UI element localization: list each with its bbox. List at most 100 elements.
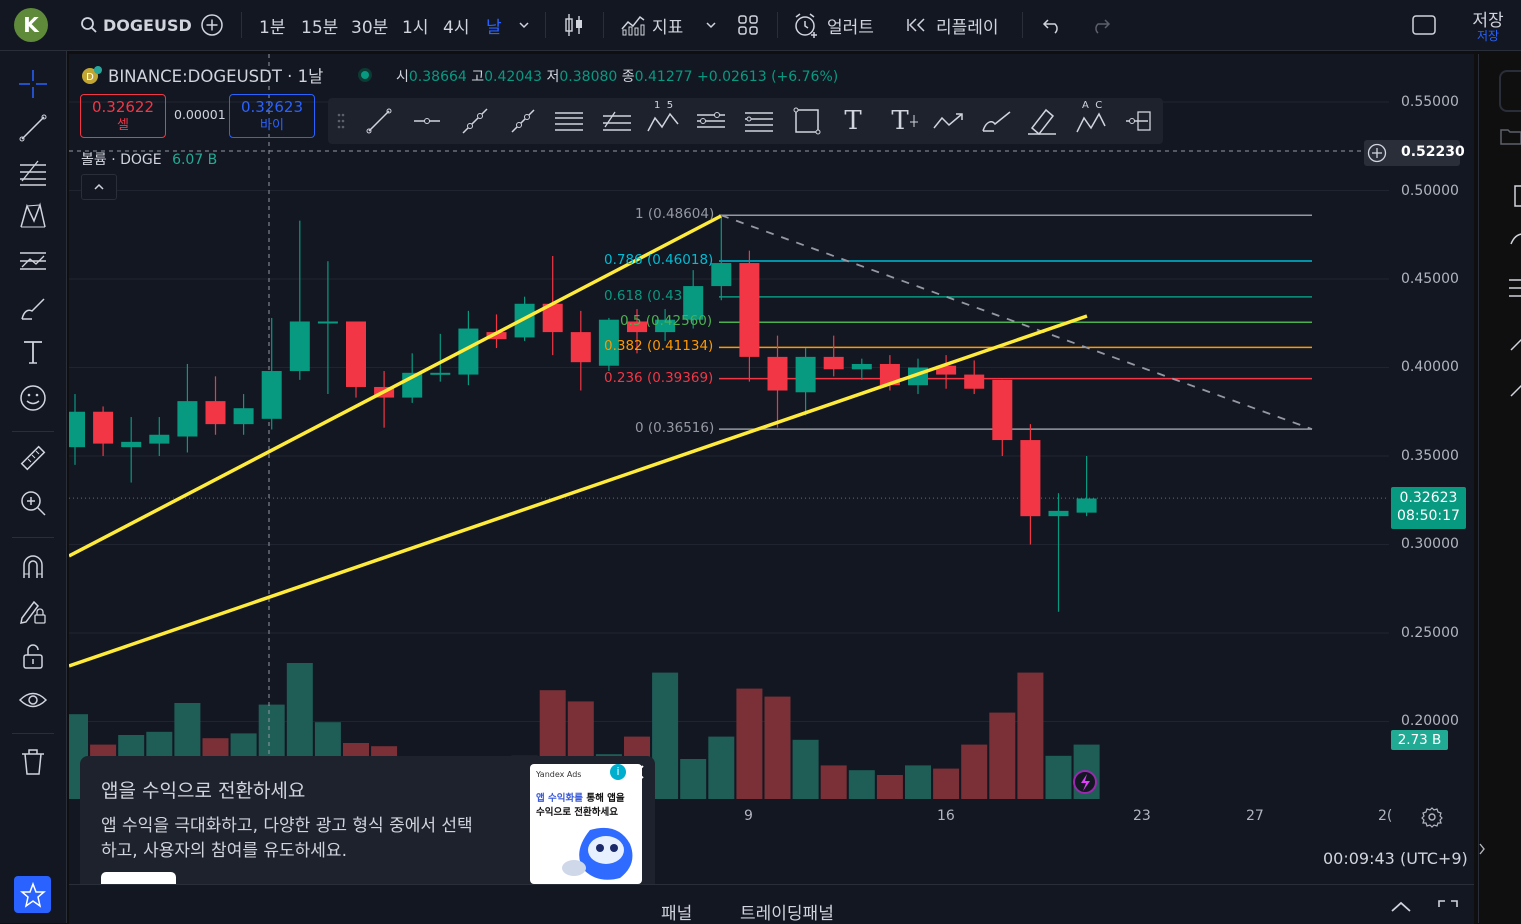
- maximize-panel-button[interactable]: [1437, 899, 1459, 921]
- lock-drawings[interactable]: [16, 639, 50, 673]
- interval-1h[interactable]: 1시: [402, 17, 429, 38]
- candle-body[interactable]: [205, 401, 226, 425]
- indicators-button[interactable]: 지표: [620, 0, 683, 50]
- chart-canvas[interactable]: [69, 54, 1474, 884]
- layouts-button[interactable]: [737, 0, 759, 50]
- ad-close-button[interactable]: [627, 762, 647, 782]
- text-tool[interactable]: [16, 335, 50, 369]
- candle-body[interactable]: [879, 363, 900, 386]
- candle-body[interactable]: [542, 303, 563, 333]
- tool-edge-icon[interactable]: [1513, 184, 1521, 208]
- candle-body[interactable]: [458, 328, 479, 375]
- parallel-channel-tool[interactable]: [552, 104, 586, 138]
- fib-tool[interactable]: [16, 155, 50, 189]
- interval-day-active[interactable]: 날: [486, 17, 502, 38]
- hide-drawings[interactable]: [16, 683, 50, 717]
- tab-panel[interactable]: 패널: [661, 904, 693, 924]
- watchlist-button[interactable]: [1499, 70, 1521, 112]
- candle-body[interactable]: [149, 434, 170, 444]
- candle-body[interactable]: [851, 363, 872, 370]
- candle-body[interactable]: [1048, 510, 1069, 517]
- candle-body[interactable]: [823, 356, 844, 370]
- rectangle-tool[interactable]: [790, 104, 824, 138]
- tool-edge-icon[interactable]: [1509, 232, 1521, 246]
- candle-body[interactable]: [93, 411, 114, 444]
- sell-button[interactable]: 0.32622 셀: [80, 94, 166, 138]
- candle-body[interactable]: [570, 332, 591, 363]
- tool-edge-icon[interactable]: [1509, 382, 1521, 398]
- candle-body[interactable]: [486, 332, 507, 340]
- text-tool[interactable]: T: [836, 104, 870, 138]
- highlighter-tool[interactable]: [1026, 104, 1060, 138]
- candle-body[interactable]: [346, 321, 366, 387]
- indicators-dropdown[interactable]: [704, 0, 718, 50]
- candle-body[interactable]: [289, 321, 310, 372]
- pitchfork-tool[interactable]: 1 5: [646, 100, 680, 138]
- undo-button[interactable]: [1042, 0, 1064, 50]
- candle-body[interactable]: [261, 371, 282, 419]
- plus-circle-icon[interactable]: [1367, 143, 1387, 163]
- chevron-right-icon[interactable]: [1477, 834, 1487, 864]
- ad-info-icon[interactable]: i: [610, 764, 626, 780]
- chart-pane[interactable]: [69, 54, 1474, 884]
- tool-edge-icon[interactable]: [1509, 336, 1521, 352]
- candle-body[interactable]: [739, 263, 760, 357]
- crosshair-tool[interactable]: [16, 67, 50, 101]
- interval-dropdown[interactable]: [517, 0, 531, 50]
- candle-body[interactable]: [121, 441, 142, 448]
- extended-line-tool[interactable]: [458, 104, 492, 138]
- interval-4h[interactable]: 4시: [443, 17, 470, 38]
- ad-thumbnail[interactable]: Yandex Ads 앱 수익화를 통해 앱을 수익으로 전환하세요: [530, 764, 642, 884]
- fib-time-tool[interactable]: [742, 104, 776, 138]
- pattern-tool[interactable]: [16, 199, 50, 233]
- forecast-tool[interactable]: [16, 245, 50, 279]
- trend-line-tool[interactable]: [362, 104, 396, 138]
- chart-type-button[interactable]: [562, 0, 586, 50]
- candle-body[interactable]: [711, 263, 732, 287]
- redo-button[interactable]: [1089, 0, 1111, 50]
- timezone-clock[interactable]: 00:09:43 (UTC+9): [1323, 849, 1468, 868]
- buy-button[interactable]: 0.32623 바이: [229, 94, 315, 138]
- candle-body[interactable]: [317, 321, 338, 324]
- measure-tool[interactable]: [16, 441, 50, 475]
- volume-legend[interactable]: 볼륨 · DOGE 6.07 B: [81, 149, 217, 169]
- candle-body[interactable]: [233, 408, 254, 425]
- fib-channel-tool[interactable]: [694, 104, 728, 138]
- candle-body[interactable]: [627, 321, 647, 333]
- trendline-tool[interactable]: [16, 111, 50, 145]
- zoom-tool[interactable]: [16, 486, 50, 520]
- magnet-tool[interactable]: [16, 549, 50, 583]
- interval-1m[interactable]: 1분: [259, 17, 286, 38]
- chart-settings-button[interactable]: [1421, 806, 1443, 828]
- favorites-button[interactable]: [14, 876, 51, 913]
- candle-body[interactable]: [795, 356, 816, 393]
- trendline-upper[interactable]: [69, 214, 722, 558]
- tab-trading-panel[interactable]: 트레이딩패널: [740, 904, 834, 924]
- candle-body[interactable]: [1020, 440, 1041, 517]
- trendline-lower[interactable]: [69, 314, 1088, 668]
- long-position-tool[interactable]: [1122, 104, 1156, 138]
- anchored-text-tool[interactable]: T: [888, 104, 922, 138]
- collapse-legend-button[interactable]: [81, 174, 117, 200]
- interval-15m[interactable]: 15분: [301, 17, 339, 38]
- fullscreen-button[interactable]: [1411, 0, 1437, 50]
- candle-body[interactable]: [430, 372, 451, 375]
- path-tool[interactable]: [932, 104, 966, 138]
- candle-body[interactable]: [598, 319, 619, 366]
- candle-body[interactable]: [992, 379, 1013, 441]
- toolbar-drag-handle[interactable]: [328, 104, 354, 138]
- candle-body[interactable]: [177, 401, 198, 437]
- brush-tool[interactable]: [980, 104, 1014, 138]
- candle-body[interactable]: [1076, 498, 1097, 513]
- collapse-panel-button[interactable]: [1389, 899, 1413, 915]
- symbol-search-button[interactable]: DOGEUSD: [80, 0, 192, 50]
- compare-symbol-button[interactable]: [200, 0, 224, 50]
- candle-body[interactable]: [514, 303, 535, 338]
- brush-tool[interactable]: [16, 291, 50, 325]
- abcd-pattern-tool[interactable]: A C: [1074, 100, 1108, 138]
- folder-icon[interactable]: [1499, 126, 1521, 146]
- horizontal-ray-tool[interactable]: [410, 104, 444, 138]
- save-button[interactable]: 저장 저장: [1466, 6, 1510, 44]
- stay-in-drawing-mode[interactable]: [16, 594, 50, 628]
- fib-retracement-tool[interactable]: [600, 104, 634, 138]
